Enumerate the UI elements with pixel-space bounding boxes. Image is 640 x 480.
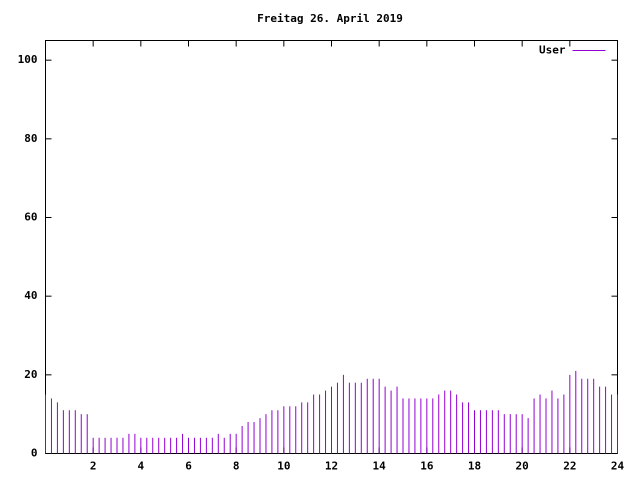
legend-label: User xyxy=(539,44,566,57)
y-tick-label: 60 xyxy=(24,211,37,224)
x-tick-label: 20 xyxy=(516,460,529,473)
x-tick-label: 2 xyxy=(90,460,97,473)
x-tick-label: 14 xyxy=(373,460,387,473)
x-tick-label: 16 xyxy=(420,460,434,473)
x-tick-label: 24 xyxy=(611,460,625,473)
x-tick-label: 10 xyxy=(277,460,290,473)
x-tick-label: 8 xyxy=(233,460,240,473)
y-tick-label: 0 xyxy=(31,447,38,460)
y-tick-label: 20 xyxy=(24,368,37,381)
x-tick-label: 22 xyxy=(563,460,576,473)
x-tick-label: 6 xyxy=(185,460,192,473)
x-tick-label: 18 xyxy=(468,460,481,473)
y-tick-label: 100 xyxy=(18,53,38,66)
x-tick-label: 12 xyxy=(325,460,338,473)
chart-title: Freitag 26. April 2019 xyxy=(257,12,403,25)
y-tick-label: 40 xyxy=(24,289,37,302)
y-tick-label: 80 xyxy=(24,132,37,145)
x-tick-label: 4 xyxy=(138,460,145,473)
